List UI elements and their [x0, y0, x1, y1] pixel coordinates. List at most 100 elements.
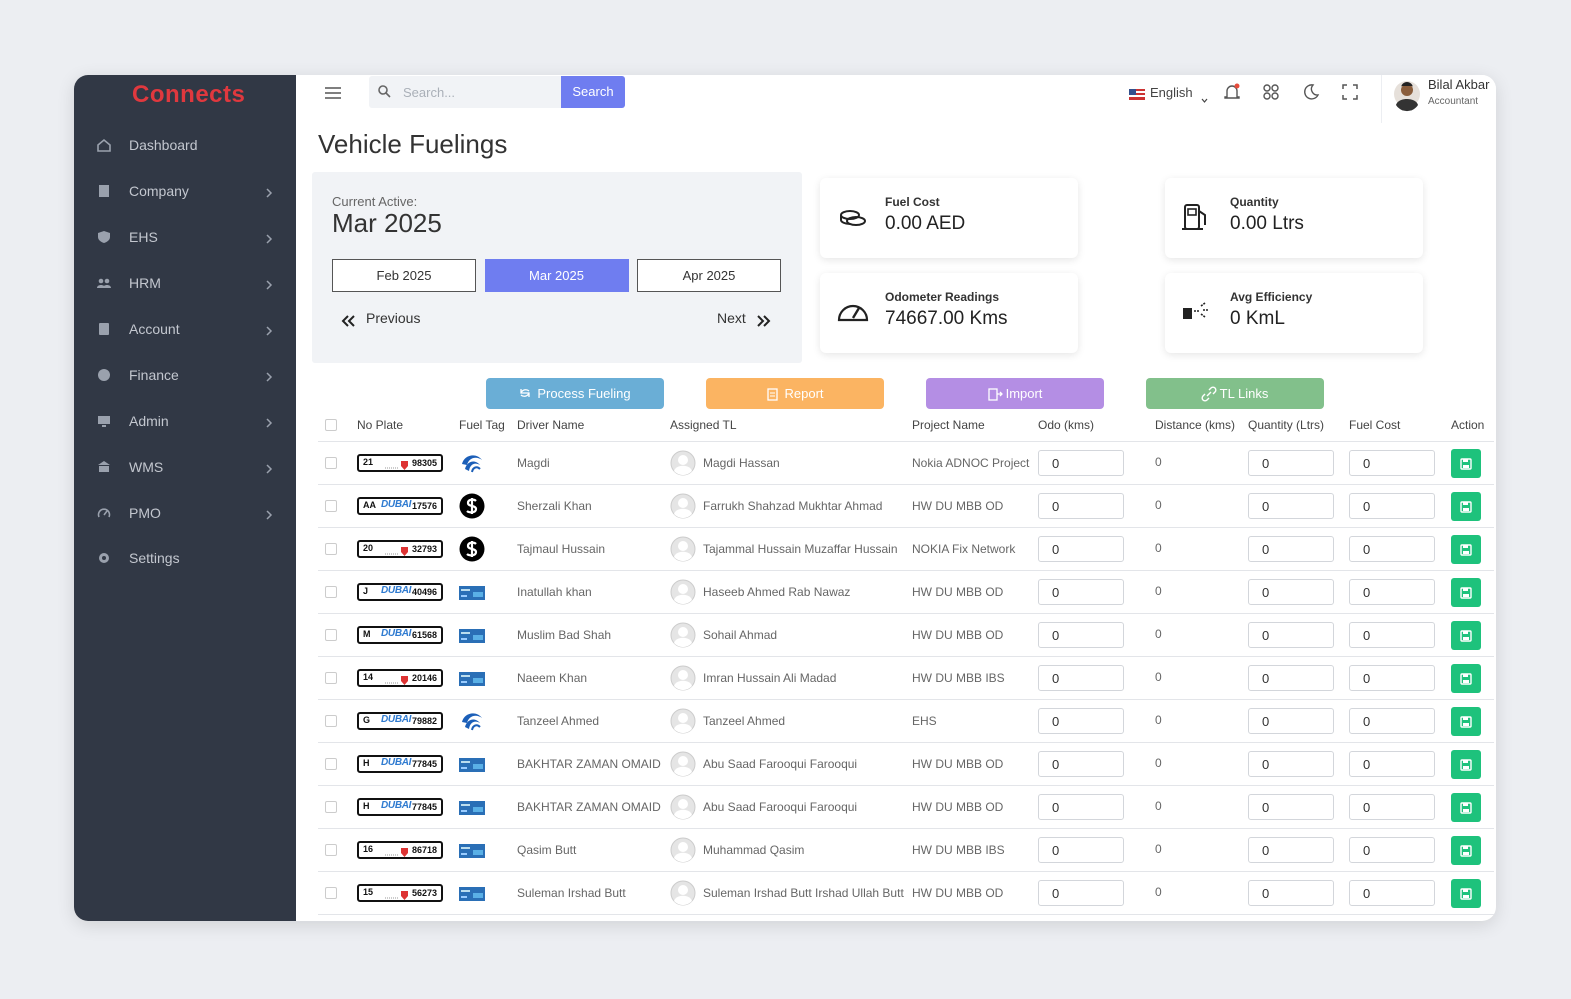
- fuel-cost-input[interactable]: 0: [1349, 751, 1435, 777]
- prev-label: Previous: [366, 310, 421, 326]
- menu-item[interactable]: Settings: [74, 540, 296, 576]
- row-checkbox[interactable]: [325, 586, 337, 598]
- icon-part: [473, 764, 483, 769]
- plate-code: H: [363, 801, 370, 811]
- odo-input[interactable]: 0: [1038, 665, 1124, 691]
- action-button[interactable]: Report: [706, 378, 884, 409]
- menu-item[interactable]: Dashboard: [74, 127, 296, 163]
- row-checkbox[interactable]: [325, 844, 337, 856]
- quantity-input[interactable]: 0: [1248, 450, 1334, 476]
- menu-item[interactable]: Admin: [74, 403, 296, 439]
- odo-input[interactable]: 0: [1038, 536, 1124, 562]
- row-checkbox[interactable]: [325, 801, 337, 813]
- save-button[interactable]: [1451, 836, 1481, 865]
- menu-item[interactable]: WMS: [74, 449, 296, 485]
- topbar-icon[interactable]: [1303, 84, 1320, 105]
- period-current: Mar 2025: [332, 208, 442, 238]
- action-label: Process Fueling: [537, 386, 631, 401]
- menu-item[interactable]: HRM: [74, 265, 296, 301]
- row-checkbox[interactable]: [325, 500, 337, 512]
- project-name: NOKIA Fix Network: [912, 542, 1016, 556]
- menu-item[interactable]: PMO: [74, 495, 296, 531]
- save-button[interactable]: [1451, 664, 1481, 693]
- row-checkbox[interactable]: [325, 887, 337, 899]
- fuel-cost-input[interactable]: 0: [1349, 493, 1435, 519]
- fuel-cost-input[interactable]: 0: [1349, 665, 1435, 691]
- odo-input[interactable]: 0: [1038, 622, 1124, 648]
- topbar-icon[interactable]: [1224, 83, 1240, 105]
- icon-part: [98, 416, 110, 427]
- save-button[interactable]: [1451, 535, 1481, 564]
- odo-input[interactable]: 0: [1038, 794, 1124, 820]
- odo-input[interactable]: 0: [1038, 493, 1124, 519]
- save-button[interactable]: [1451, 707, 1481, 736]
- save-button[interactable]: [1451, 750, 1481, 779]
- row-checkbox[interactable]: [325, 672, 337, 684]
- menu-item[interactable]: Company: [74, 173, 296, 209]
- fuel-cost-input[interactable]: 0: [1349, 579, 1435, 605]
- odo-input[interactable]: 0: [1038, 708, 1124, 734]
- driver-name: Suleman Irshad Butt: [517, 886, 626, 900]
- header-checkbox[interactable]: [325, 419, 337, 431]
- quantity-input[interactable]: 0: [1248, 579, 1334, 605]
- fuel-cost-input[interactable]: 0: [1349, 794, 1435, 820]
- quantity-input[interactable]: 0: [1248, 751, 1334, 777]
- quantity-input[interactable]: 0: [1248, 665, 1334, 691]
- next-button[interactable]: Next: [717, 309, 772, 329]
- row-checkbox[interactable]: [325, 629, 337, 641]
- save-button[interactable]: [1451, 492, 1481, 521]
- fuel-cost-input[interactable]: 0: [1349, 450, 1435, 476]
- action-button[interactable]: TL Links: [1146, 378, 1324, 409]
- icon-part: [461, 810, 467, 812]
- driver-name: Qasim Butt: [517, 843, 577, 857]
- fuel-cost-input[interactable]: 0: [1349, 837, 1435, 863]
- row-checkbox[interactable]: [325, 457, 337, 469]
- menu-toggle[interactable]: [325, 86, 341, 104]
- odo-input[interactable]: 0: [1038, 751, 1124, 777]
- stat-label: Fuel Cost: [885, 195, 940, 209]
- quantity-input[interactable]: 0: [1248, 794, 1334, 820]
- stat-label: Odometer Readings: [885, 290, 1000, 304]
- action-button[interactable]: Import: [926, 378, 1104, 409]
- row-checkbox[interactable]: [325, 543, 337, 555]
- save-button[interactable]: [1451, 621, 1481, 650]
- quantity-input[interactable]: 0: [1248, 622, 1334, 648]
- save-button[interactable]: [1451, 449, 1481, 478]
- fuel-cost-input[interactable]: 0: [1349, 708, 1435, 734]
- menu-item[interactable]: Account: [74, 311, 296, 347]
- month-button[interactable]: Apr 2025: [637, 259, 781, 292]
- table-row: J DUBAI 40496 Inatullah khan Haseeb Ahmed Ra…: [318, 571, 1494, 614]
- icon-part: [98, 231, 110, 243]
- row-checkbox[interactable]: [325, 715, 337, 727]
- quantity-input[interactable]: 0: [1248, 493, 1334, 519]
- tl-avatar: [670, 708, 696, 739]
- month-button[interactable]: Feb 2025: [332, 259, 476, 292]
- topbar-icon[interactable]: [1263, 84, 1279, 105]
- search-box[interactable]: Search...: [369, 76, 561, 108]
- plate: G DUBAI 79882: [357, 712, 443, 730]
- topbar-icon[interactable]: [1342, 84, 1358, 105]
- quantity-input[interactable]: 0: [1248, 837, 1334, 863]
- save-button[interactable]: [1451, 793, 1481, 822]
- user-panel[interactable]: Bilal Akbar Accountant: [1381, 75, 1496, 123]
- fuel-cost-input[interactable]: 0: [1349, 622, 1435, 648]
- save-button[interactable]: [1451, 879, 1481, 908]
- quantity-input[interactable]: 0: [1248, 536, 1334, 562]
- odo-input[interactable]: 0: [1038, 450, 1124, 476]
- odo-input[interactable]: 0: [1038, 880, 1124, 906]
- column-header: Odo (kms): [1038, 418, 1095, 432]
- action-button[interactable]: Process Fueling: [486, 378, 664, 409]
- quantity-input[interactable]: 0: [1248, 880, 1334, 906]
- quantity-input[interactable]: 0: [1248, 708, 1334, 734]
- fuel-cost-input[interactable]: 0: [1349, 536, 1435, 562]
- menu-label: Finance: [129, 367, 179, 383]
- odo-input[interactable]: 0: [1038, 579, 1124, 605]
- save-button[interactable]: [1451, 578, 1481, 607]
- odo-input[interactable]: 0: [1038, 837, 1124, 863]
- menu-item[interactable]: Finance: [74, 357, 296, 393]
- row-checkbox[interactable]: [325, 758, 337, 770]
- month-button[interactable]: Mar 2025: [484, 259, 629, 292]
- menu-item[interactable]: EHS: [74, 219, 296, 255]
- fuel-cost-input[interactable]: 0: [1349, 880, 1435, 906]
- search-button[interactable]: Search: [561, 76, 625, 108]
